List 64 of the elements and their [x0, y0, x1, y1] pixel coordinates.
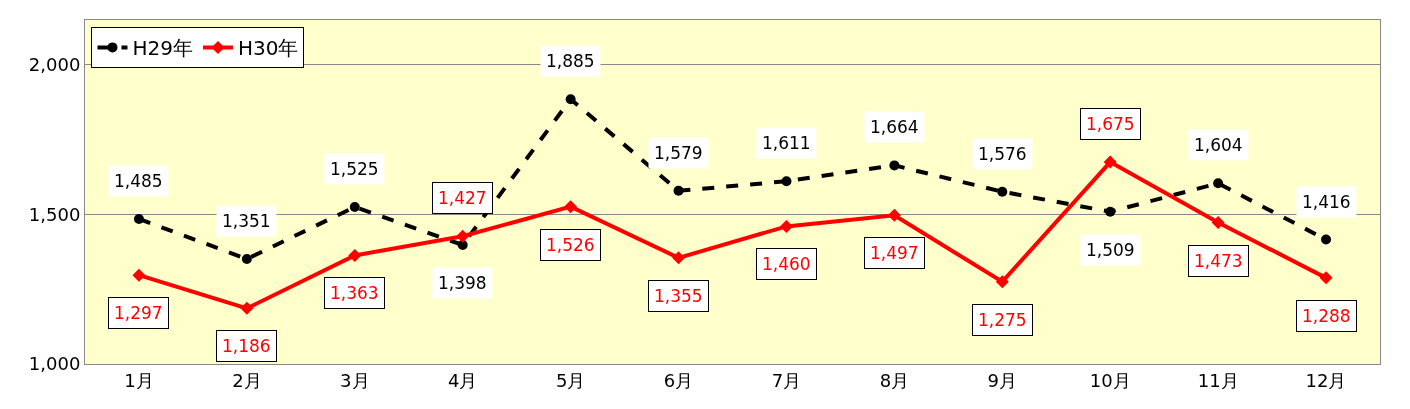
point — [997, 186, 1008, 197]
x-tick-label: 11月 — [1197, 369, 1239, 391]
data-label: 1,427 — [438, 188, 487, 208]
point — [564, 200, 578, 214]
point — [348, 248, 362, 262]
x-tick-label: 12月 — [1305, 369, 1347, 391]
data-label: 1,297 — [114, 303, 163, 323]
point — [1321, 234, 1332, 245]
data-label: 1,288 — [1302, 306, 1351, 326]
point — [1319, 271, 1333, 285]
legend-label: H30年 — [237, 36, 299, 61]
point — [781, 176, 792, 187]
data-label: 1,351 — [222, 211, 271, 231]
data-label: 1,497 — [870, 243, 919, 263]
data-label: 1,398 — [438, 273, 487, 293]
y-tick-label: 1,000 — [28, 353, 81, 375]
point — [349, 201, 360, 212]
legend-label: H29年 — [132, 36, 193, 61]
x-tick-label: 4月 — [447, 369, 478, 391]
data-label: 1,579 — [654, 143, 703, 163]
x-tick-label: 2月 — [232, 369, 262, 391]
data-label: 1,885 — [546, 51, 595, 71]
point — [889, 160, 900, 171]
point — [565, 94, 576, 105]
x-tick-label: 3月 — [340, 369, 370, 391]
x-tick-label: 8月 — [879, 369, 910, 391]
y-tick-label: 1,500 — [28, 203, 81, 225]
point — [1105, 206, 1116, 217]
data-label: 1,275 — [978, 310, 1027, 330]
point — [240, 301, 254, 315]
data-label: 1,416 — [1302, 192, 1351, 212]
data-label: 1,363 — [330, 283, 379, 303]
data-label: 1,355 — [654, 286, 703, 306]
x-tick-label: 6月 — [663, 369, 694, 391]
point — [779, 219, 793, 233]
data-label: 1,526 — [546, 235, 595, 255]
point — [456, 229, 470, 243]
point — [1213, 178, 1224, 189]
data-label: 1,611 — [762, 133, 811, 153]
x-tick-label: 7月 — [771, 369, 802, 391]
data-label: 1,525 — [330, 159, 379, 179]
x-tick-label: 1月 — [124, 369, 154, 391]
point — [241, 254, 252, 265]
point — [1211, 216, 1225, 230]
point — [1103, 155, 1117, 169]
data-label: 1,576 — [978, 144, 1027, 164]
data-label: 1,460 — [762, 254, 811, 274]
x-tick-label: 10月 — [1089, 369, 1131, 391]
data-label: 1,509 — [1086, 240, 1135, 260]
point — [672, 251, 686, 265]
x-tick-label: 5月 — [555, 369, 586, 391]
data-label: 1,604 — [1194, 135, 1243, 155]
point — [133, 213, 144, 224]
point — [132, 268, 146, 282]
data-label: 1,664 — [870, 117, 919, 137]
data-label: 1,675 — [1086, 114, 1135, 134]
data-label: 1,186 — [222, 336, 271, 356]
x-tick-label: 9月 — [987, 369, 1018, 391]
data-label: 1,473 — [1194, 251, 1243, 271]
point — [673, 185, 684, 196]
data-label: 1,485 — [114, 171, 163, 191]
point — [995, 275, 1009, 289]
point — [887, 208, 901, 222]
y-tick-label: 2,000 — [28, 54, 81, 76]
